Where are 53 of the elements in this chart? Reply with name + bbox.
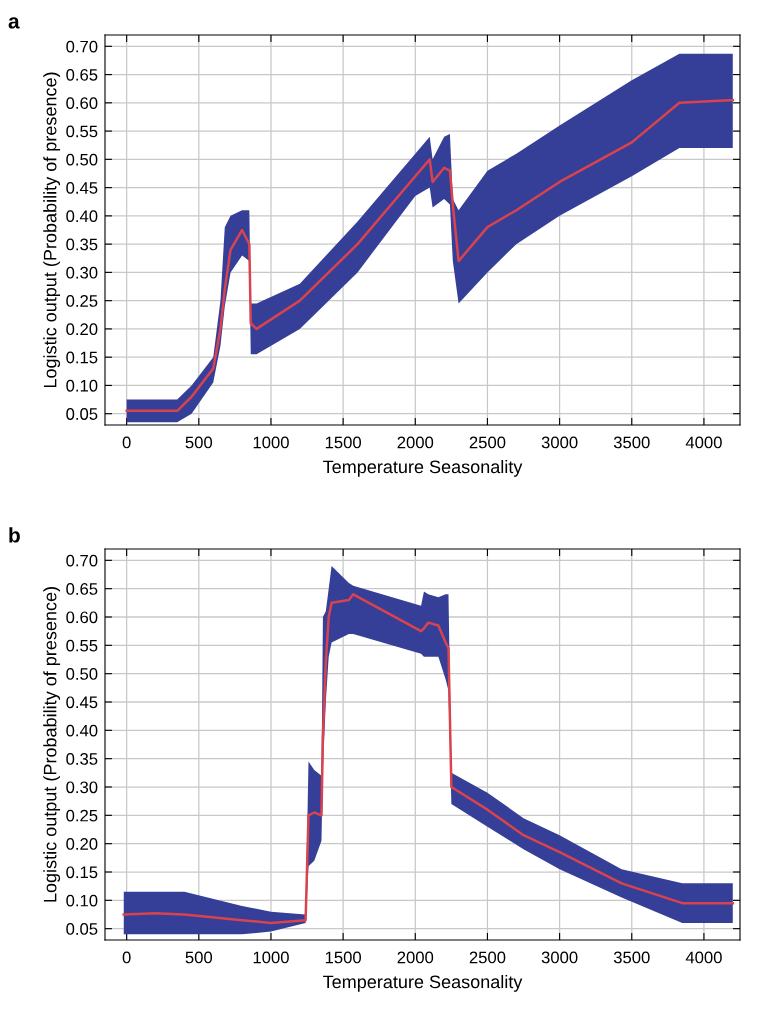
y-tick-label: 0.20 xyxy=(66,838,98,850)
x-tick-label: 2000 xyxy=(397,951,434,964)
y-tick-label: 0.55 xyxy=(66,639,98,652)
y-tick-label: 0.70 xyxy=(66,554,98,567)
y-tick-label: 0.45 xyxy=(66,696,98,709)
y-tick-label: 0.40 xyxy=(66,210,98,223)
x-tick-label: 1500 xyxy=(325,436,362,449)
x-tick-label: 0 xyxy=(122,436,131,449)
y-tick-label: 0.30 xyxy=(66,781,98,794)
x-tick-label: 3500 xyxy=(613,436,650,449)
x-tick-label: 2500 xyxy=(469,436,506,449)
x-tick-label: 1000 xyxy=(253,951,289,964)
y-tick-label: 0.25 xyxy=(66,809,98,822)
y-tick-label: 0.15 xyxy=(66,351,98,364)
y-tick-label: 0.50 xyxy=(66,153,98,166)
y-tick-label: 0.40 xyxy=(66,724,98,737)
x-axis-title: Temperature Seasonality xyxy=(323,974,523,992)
y-tick-label: 0.55 xyxy=(66,125,98,138)
y-tick-label: 0.70 xyxy=(66,40,98,53)
y-tick-label: 0.10 xyxy=(66,894,98,907)
x-tick-label: 1500 xyxy=(325,951,362,964)
x-tick-label: 500 xyxy=(185,436,213,449)
x-tick-label: 500 xyxy=(185,951,213,964)
y-tick-label: 0.05 xyxy=(66,408,98,420)
line-series xyxy=(125,98,735,413)
y-tick-label: 0.65 xyxy=(66,68,98,81)
y-tick-label: 0.65 xyxy=(66,583,98,595)
y-tick-label: 0.10 xyxy=(66,379,98,392)
y-axis-title: Logistic output (Probability of presence) xyxy=(43,72,61,388)
x-tick-label: 3500 xyxy=(613,951,650,964)
y-tick-label: 0.35 xyxy=(66,753,98,765)
x-axis-title: Temperature Seasonality xyxy=(323,459,523,477)
text: b xyxy=(9,527,20,543)
y-tick-label: 0.30 xyxy=(66,266,98,279)
x-tick-label: 0 xyxy=(122,951,131,964)
y-tick-label: 0.20 xyxy=(66,323,98,336)
y-tick-label: 0.35 xyxy=(66,238,98,251)
x-tick-label: 4000 xyxy=(685,951,722,964)
y-tick-label: 0.60 xyxy=(66,611,98,624)
y-tick-label: 0.05 xyxy=(66,923,98,935)
x-tick-label: 1000 xyxy=(253,436,289,449)
x-tick-label: 2000 xyxy=(397,436,434,449)
x-tick-label: 4000 xyxy=(685,436,722,449)
y-axis-title: Logistic output (Probability of presence) xyxy=(43,587,61,902)
y-tick-label: 0.15 xyxy=(66,866,98,879)
text: a xyxy=(8,17,20,29)
x-tick-label: 3000 xyxy=(541,951,578,964)
x-tick-label: 3000 xyxy=(541,436,578,449)
y-tick-label: 0.50 xyxy=(66,668,98,680)
y-tick-label: 0.60 xyxy=(66,97,98,110)
y-tick-label: 0.45 xyxy=(66,182,98,194)
x-tick-label: 2500 xyxy=(469,951,506,964)
y-tick-label: 0.25 xyxy=(66,295,98,307)
